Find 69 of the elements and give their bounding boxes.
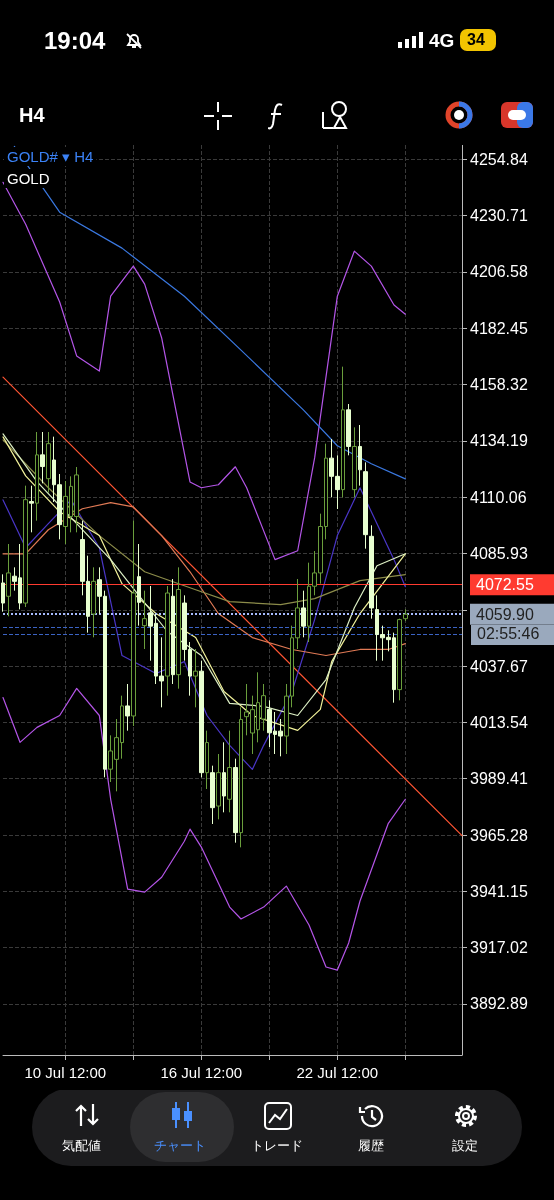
text: チャート bbox=[154, 1137, 206, 1155]
candlestick bbox=[131, 520, 136, 727]
candlestick bbox=[142, 590, 147, 650]
candlestick bbox=[403, 608, 408, 622]
candlestick bbox=[165, 585, 170, 697]
x-tick-label: 16 Jul 12:00 bbox=[160, 1064, 243, 1081]
candlestick bbox=[233, 758, 238, 844]
ref-line-label: 4059.90 bbox=[476, 605, 534, 623]
ref-line-label: 4072.55 bbox=[476, 576, 534, 594]
candlestick bbox=[193, 648, 198, 708]
y-tick-label: 4206.58 bbox=[470, 263, 528, 281]
candlestick bbox=[40, 431, 45, 484]
line-series bbox=[2, 439, 406, 606]
x-tick-label: 10 Jul 12:00 bbox=[24, 1064, 107, 1081]
candlestick bbox=[363, 461, 368, 550]
text: GOLD bbox=[7, 170, 50, 187]
candlestick bbox=[358, 424, 362, 487]
candlestick bbox=[397, 618, 402, 701]
candlestick bbox=[125, 683, 130, 732]
chart-title: GOLD# ▾ H4 bbox=[7, 148, 94, 165]
candlestick bbox=[352, 426, 357, 498]
y-tick-label: 4013.54 bbox=[470, 713, 528, 731]
text: トレード bbox=[251, 1137, 303, 1155]
candlestick bbox=[176, 566, 181, 690]
candlestick bbox=[199, 660, 204, 778]
y-tick-label: 4037.67 bbox=[470, 657, 528, 675]
text: 設定 bbox=[452, 1137, 478, 1155]
candlestick bbox=[346, 403, 351, 456]
candlestick bbox=[341, 366, 345, 498]
text: 履歴 bbox=[358, 1137, 384, 1155]
y-tick-label: 4110.06 bbox=[470, 488, 527, 506]
candlestick bbox=[171, 578, 175, 685]
candlestick bbox=[91, 566, 96, 638]
text: 気配値 bbox=[62, 1137, 101, 1155]
line-series bbox=[2, 487, 406, 770]
line-series bbox=[2, 687, 406, 971]
candlestick bbox=[29, 485, 34, 533]
candlestick bbox=[6, 543, 11, 617]
y-tick-label: 4230.71 bbox=[470, 207, 528, 225]
candlestick bbox=[46, 431, 51, 494]
candlestick bbox=[1, 573, 5, 613]
text: 34 bbox=[467, 31, 485, 49]
candlestick bbox=[137, 543, 141, 627]
y-tick-label: 4182.45 bbox=[470, 319, 528, 337]
y-tick-label: 4158.32 bbox=[470, 376, 528, 394]
candlestick bbox=[205, 730, 209, 790]
text: 02:55:46 bbox=[471, 625, 554, 645]
y-tick-label: 3892.89 bbox=[470, 995, 528, 1013]
candlestick bbox=[239, 706, 243, 848]
x-tick-label: 22 Jul 12:00 bbox=[296, 1064, 379, 1081]
candlestick bbox=[222, 741, 226, 813]
candlestick bbox=[35, 431, 39, 522]
text: 4G bbox=[429, 30, 455, 52]
candlestick bbox=[369, 524, 374, 620]
candlestick bbox=[216, 753, 221, 820]
candlestick bbox=[23, 485, 28, 608]
candlestick bbox=[210, 765, 215, 825]
y-tick-label: 4085.93 bbox=[470, 545, 528, 562]
y-tick-label: 3917.02 bbox=[470, 939, 528, 957]
y-tick-label: 4254.84 bbox=[470, 150, 528, 168]
text: H4 bbox=[19, 104, 45, 127]
candlestick bbox=[301, 590, 306, 638]
line-series bbox=[2, 502, 406, 657]
y-tick-label: 3965.28 bbox=[470, 826, 528, 844]
y-tick-label: 3989.41 bbox=[470, 770, 528, 788]
y-tick-label: 4134.19 bbox=[470, 432, 528, 450]
candlestick bbox=[227, 730, 232, 813]
y-tick-label: 3941.15 bbox=[470, 882, 528, 900]
text: 19:04 bbox=[44, 27, 106, 55]
